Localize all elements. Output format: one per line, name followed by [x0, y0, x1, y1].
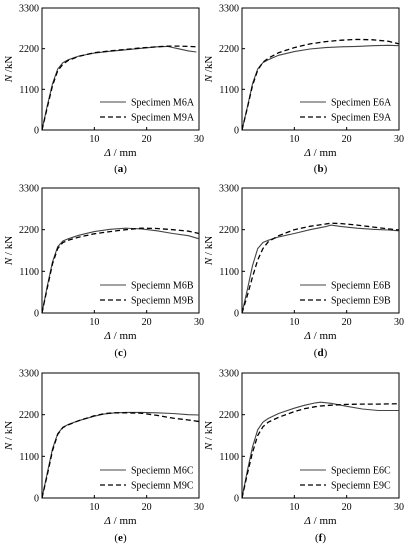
panel-caption: (e)	[114, 532, 127, 544]
series-line-dashed	[241, 222, 400, 314]
panel-caption: (b)	[314, 163, 328, 175]
x-tick-label: 30	[394, 134, 404, 145]
y-tick-label: 1100	[19, 267, 39, 278]
legend-label: Specimen E6A	[331, 98, 392, 109]
x-tick-label: 10	[289, 502, 299, 513]
y-tick-label: 2200	[19, 225, 39, 236]
x-axis-label: Δ / mm	[103, 147, 137, 159]
x-tick-label: 20	[142, 502, 152, 513]
chart-panel: 0 1100 2200 3300 10 20 30 Δ / mm N / kN Speciemn …	[3, 184, 204, 360]
series-line-solid	[241, 401, 399, 499]
y-tick-label: 1100	[219, 85, 239, 96]
panel-caption: (a)	[114, 163, 127, 175]
y-axis-label: N / kN	[3, 421, 15, 451]
panel-caption: (f)	[315, 532, 326, 544]
y-axis-label: N / kN	[203, 421, 215, 451]
x-tick-label: 10	[289, 134, 299, 145]
legend-label: Specimen M9A	[131, 113, 195, 124]
x-tick-label: 30	[394, 502, 404, 513]
x-axis-label: Δ / mm	[103, 515, 137, 527]
series-line-solid	[241, 224, 400, 314]
y-axis-label: N / kN	[3, 236, 15, 266]
y-tick-label: 0	[234, 126, 239, 137]
chart-panel: 0 1100 2200 3300 10 20 30 Δ / mm N / kN Speciemn …	[203, 369, 404, 545]
y-tick-label: 1100	[19, 452, 39, 463]
x-axis-label: Δ / mm	[303, 515, 337, 527]
x-tick-label: 30	[194, 134, 204, 145]
y-axis-label: N /kN	[203, 56, 215, 84]
plot-frame	[41, 372, 200, 499]
chart-panel: 0 1100 2200 3300 10 20 30 Δ / mm N / kN Speciemn …	[3, 369, 204, 545]
plot-frame	[41, 187, 200, 314]
y-tick-label: 3300	[19, 184, 39, 195]
chart-panel: 0 1100 2200 3300 10 20 30 Δ / mm N /kN Specimen M…	[3, 4, 204, 176]
y-tick-label: 3300	[19, 4, 39, 15]
plot-frame	[241, 7, 400, 131]
x-tick-label: 20	[342, 134, 352, 145]
y-tick-label: 1100	[219, 452, 239, 463]
y-tick-label: 2200	[19, 44, 39, 55]
legend-label: Speciemn M6C	[131, 466, 194, 477]
x-tick-label: 10	[89, 502, 99, 513]
chart-panel: 0 1100 2200 3300 10 20 30 Δ / mm N / kN Speciemn …	[203, 184, 404, 360]
x-axis-label: Δ / mm	[303, 330, 337, 342]
y-tick-label: 2200	[219, 410, 239, 421]
legend-label: Speciemn M6B	[131, 281, 194, 292]
series-line-dashed	[241, 38, 400, 131]
x-tick-label: 30	[394, 317, 404, 328]
x-axis-label: Δ / mm	[303, 147, 337, 159]
legend-label: Specimen E9A	[331, 113, 392, 124]
legend-label: Speciemn M9C	[131, 481, 194, 492]
y-tick-label: 1100	[19, 85, 39, 96]
x-tick-label: 20	[142, 317, 152, 328]
x-tick-label: 10	[89, 317, 99, 328]
y-tick-label: 1100	[219, 267, 239, 278]
chart-panel: 0 1100 2200 3300 10 20 30 Δ / mm N /kN Specimen E…	[203, 4, 404, 176]
y-axis-label: N / kN	[203, 236, 215, 266]
y-tick-label: 0	[234, 309, 239, 320]
plot-frame	[41, 7, 200, 131]
y-tick-label: 0	[34, 309, 39, 320]
x-tick-label: 10	[89, 134, 99, 145]
series-line-dashed	[41, 412, 200, 499]
x-tick-label: 10	[289, 317, 299, 328]
series-line-solid	[41, 45, 197, 131]
x-tick-label: 30	[194, 317, 204, 328]
legend-label: Speciemn E6B	[331, 281, 391, 292]
y-tick-label: 2200	[19, 410, 39, 421]
y-tick-label: 0	[234, 494, 239, 505]
y-tick-label: 0	[34, 126, 39, 137]
plot-frame	[241, 372, 400, 499]
y-tick-label: 3300	[219, 4, 239, 15]
plot-frame	[241, 187, 400, 314]
y-axis-label: N /kN	[3, 56, 15, 84]
legend-label: Speciemn M9B	[131, 296, 194, 307]
panel-caption: (c)	[114, 347, 127, 359]
y-tick-label: 2200	[219, 44, 239, 55]
x-axis-label: Δ / mm	[103, 330, 137, 342]
legend-label: Speciemn E9C	[331, 481, 391, 492]
series-line-dashed	[241, 403, 400, 499]
y-tick-label: 2200	[219, 225, 239, 236]
x-tick-label: 20	[342, 502, 352, 513]
x-tick-label: 30	[194, 502, 204, 513]
x-tick-label: 20	[142, 134, 152, 145]
legend-label: Specimen M6A	[131, 98, 195, 109]
legend-label: Speciemn E6C	[331, 466, 391, 477]
panel-caption: (d)	[314, 347, 328, 359]
y-tick-label: 3300	[19, 369, 39, 380]
series-line-dashed	[41, 227, 200, 314]
y-tick-label: 0	[34, 494, 39, 505]
x-tick-label: 20	[342, 317, 352, 328]
y-tick-label: 3300	[219, 184, 239, 195]
y-tick-label: 3300	[219, 369, 239, 380]
legend-label: Speciemn E9B	[331, 296, 391, 307]
